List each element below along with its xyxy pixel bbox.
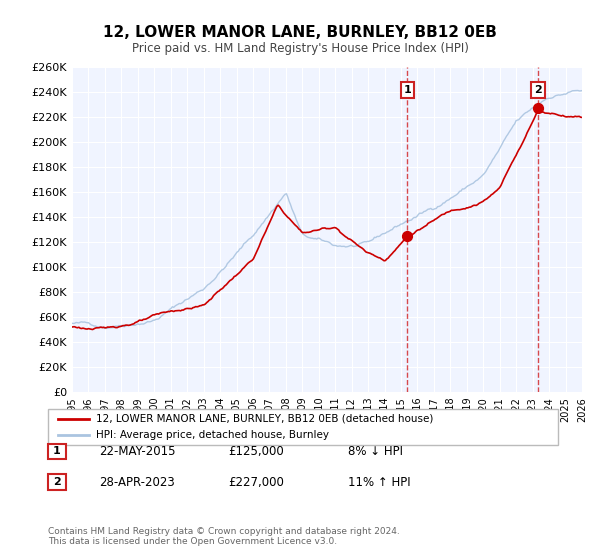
Text: 2: 2 [53, 477, 61, 487]
Text: £227,000: £227,000 [228, 475, 284, 489]
Point [403, 231, 412, 240]
Point [533, 104, 543, 113]
Text: 22-MAY-2015: 22-MAY-2015 [99, 445, 176, 458]
FancyBboxPatch shape [48, 409, 558, 445]
Text: HPI: Average price, detached house, Burnley: HPI: Average price, detached house, Burn… [97, 430, 329, 440]
Text: 11% ↑ HPI: 11% ↑ HPI [348, 475, 410, 489]
Text: 8% ↓ HPI: 8% ↓ HPI [348, 445, 403, 458]
Text: 1: 1 [403, 85, 411, 95]
Text: 1: 1 [53, 446, 61, 456]
FancyBboxPatch shape [48, 474, 66, 490]
Text: 2: 2 [534, 85, 542, 95]
FancyBboxPatch shape [48, 444, 66, 459]
Text: 28-APR-2023: 28-APR-2023 [99, 475, 175, 489]
Text: Contains HM Land Registry data © Crown copyright and database right 2024.
This d: Contains HM Land Registry data © Crown c… [48, 526, 400, 546]
Text: 12, LOWER MANOR LANE, BURNLEY, BB12 0EB (detached house): 12, LOWER MANOR LANE, BURNLEY, BB12 0EB … [97, 414, 434, 424]
Text: 12, LOWER MANOR LANE, BURNLEY, BB12 0EB: 12, LOWER MANOR LANE, BURNLEY, BB12 0EB [103, 25, 497, 40]
Text: Price paid vs. HM Land Registry's House Price Index (HPI): Price paid vs. HM Land Registry's House … [131, 42, 469, 55]
Text: £125,000: £125,000 [228, 445, 284, 458]
